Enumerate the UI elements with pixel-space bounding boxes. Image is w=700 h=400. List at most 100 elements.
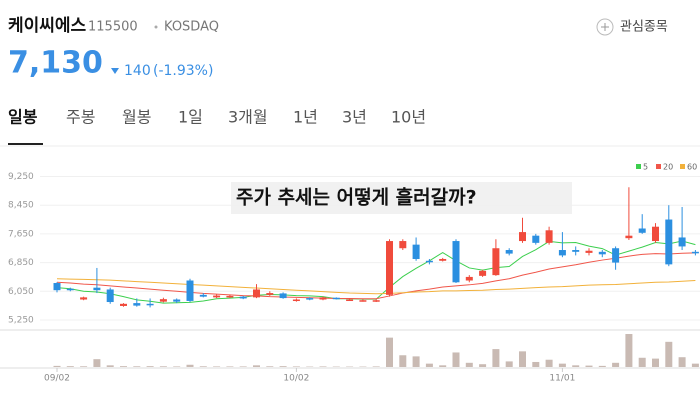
candle-body — [319, 297, 327, 300]
volume-bar — [425, 363, 433, 367]
volume-bar — [492, 349, 500, 367]
moving-average-line — [56, 278, 696, 295]
candle-body — [678, 237, 686, 247]
volume-bar — [279, 366, 287, 367]
volume-bar — [665, 341, 673, 367]
period-tab[interactable]: 3년 — [342, 108, 367, 127]
volume-bar — [439, 365, 447, 367]
overlay-bg — [231, 182, 572, 214]
candle-body — [638, 228, 646, 233]
candle-body — [213, 295, 221, 298]
moving-average-line — [56, 252, 696, 300]
volume-bar — [638, 357, 646, 367]
watch-button[interactable]: 관심종목 — [596, 18, 668, 36]
y-tick-label: 8,450 — [8, 201, 34, 211]
volume-bar — [253, 365, 260, 367]
volume-bar — [465, 362, 473, 367]
volume-bar — [66, 366, 74, 367]
chart: 9,250 8,450 7,650 6,850 6,050 5,250 09/02 10/02… — [0, 163, 700, 384]
x-tick-label: 10/02 — [283, 374, 309, 384]
volume-bar — [519, 351, 526, 367]
volume-bar — [93, 359, 101, 367]
candle-body — [332, 297, 340, 300]
volume-bar — [386, 337, 393, 367]
volume-bar — [186, 364, 194, 367]
candle-body — [173, 299, 181, 302]
candle-body — [479, 270, 487, 276]
volume-bar — [691, 363, 699, 367]
y-tick-label: 6,850 — [8, 258, 34, 268]
x-tick-label: 09/02 — [44, 374, 70, 384]
volume-bar — [133, 366, 141, 367]
volume-bar — [213, 366, 221, 367]
x-tick-label: 11/01 — [549, 374, 575, 384]
legend-swatch — [656, 164, 661, 169]
volume-bar — [80, 366, 88, 367]
candle-body — [572, 250, 580, 252]
period-tab[interactable]: 1년 — [293, 108, 318, 127]
candle-body — [106, 289, 114, 303]
candle-body — [439, 258, 447, 261]
candle-body — [545, 230, 553, 243]
candle-body — [199, 294, 207, 297]
candle-body — [372, 300, 380, 302]
watch-label[interactable]: 관심종목 — [620, 20, 668, 35]
volume-bar — [159, 366, 167, 367]
volume-bar — [173, 366, 181, 367]
candle-body — [598, 251, 606, 255]
period-tab[interactable]: 3개월 — [228, 108, 268, 127]
candle-body — [346, 299, 354, 302]
candle-body — [53, 283, 61, 291]
period-tab[interactable]: 일봉 — [8, 108, 38, 127]
down-triangle — [111, 68, 119, 74]
candle-body — [292, 299, 300, 302]
tab-underline — [8, 143, 43, 145]
candle-body — [425, 260, 433, 263]
candle-body — [625, 235, 633, 239]
period-tabs: 일봉 주봉 월봉 1일 3개월 1년 3년 10년 — [8, 108, 426, 127]
volume-bar — [598, 365, 606, 367]
change-pct: (-1.93%) — [153, 63, 213, 79]
stock-code: 115500 — [88, 20, 138, 35]
candle-body — [505, 250, 513, 254]
volume-bar — [452, 352, 460, 367]
y-tick-label: 7,650 — [8, 229, 34, 239]
candle-body — [691, 251, 699, 254]
legend-label: 60 — [687, 163, 697, 172]
volume-bar — [625, 334, 633, 367]
y-tick-label: 6,050 — [8, 287, 34, 297]
period-tab[interactable]: 1일 — [178, 108, 203, 127]
price: 7,130 — [8, 46, 103, 81]
plus-icon — [596, 18, 614, 36]
legend-label: 20 — [663, 163, 673, 172]
candle-body — [306, 298, 314, 300]
volume-bar — [239, 366, 247, 367]
volume-bar — [412, 356, 420, 367]
y-tick-label: 5,250 — [8, 315, 34, 325]
candle-body — [532, 235, 540, 243]
period-tab[interactable]: 월봉 — [122, 108, 151, 127]
legend-swatch — [636, 164, 641, 169]
separator-dot — [154, 25, 158, 29]
volume-bar — [652, 358, 659, 367]
period-tab[interactable]: 주봉 — [66, 108, 95, 127]
volume-bar — [612, 362, 620, 367]
volume-bar — [292, 366, 300, 367]
candle-body — [146, 303, 154, 306]
change: 140 — [124, 63, 151, 79]
candle-body — [386, 241, 393, 295]
candle-body — [120, 303, 127, 306]
candle-body — [279, 293, 287, 299]
stock-name: 케이씨에스 — [8, 16, 87, 36]
market: KOSDAQ — [164, 20, 219, 35]
candle-body — [93, 287, 101, 291]
legend-swatch — [680, 164, 685, 169]
volume-bar — [120, 366, 127, 367]
volume-bar — [146, 366, 154, 367]
candle-body — [239, 296, 247, 299]
candle-body — [80, 297, 88, 300]
volume-bar — [572, 365, 580, 367]
candle-body — [492, 248, 500, 276]
period-tab[interactable]: 10년 — [391, 108, 426, 127]
